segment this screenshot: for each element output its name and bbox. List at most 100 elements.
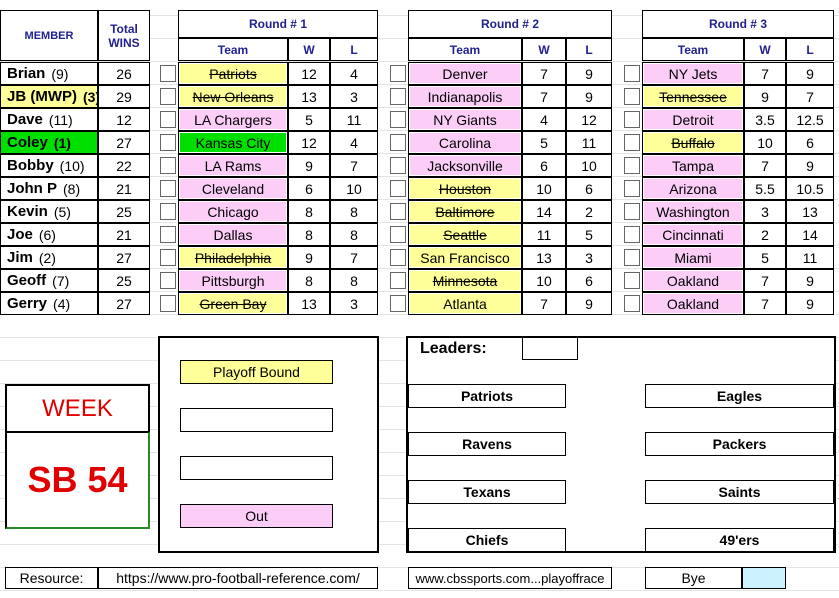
member-name: Brian: [7, 65, 46, 82]
checkbox: [390, 134, 406, 151]
checkbox: [160, 226, 176, 243]
checkbox: [160, 157, 176, 174]
wins: 9: [288, 154, 330, 177]
checkbox: [390, 226, 406, 243]
wins: 4: [522, 108, 566, 131]
checkbox: [390, 65, 406, 82]
member-cell: JB (MWP) (3): [0, 85, 100, 108]
resource-link: www.cbssports.com...playoffrace: [408, 567, 612, 589]
wins: 10: [744, 131, 786, 154]
losses: 4: [330, 131, 378, 154]
total-wins: 21: [98, 223, 150, 246]
checkbox: [624, 111, 640, 128]
losses: 13: [786, 200, 834, 223]
checkbox: [624, 134, 640, 151]
wins: 7: [744, 62, 786, 85]
losses: 3: [566, 246, 612, 269]
leader-team: Patriots: [408, 384, 566, 408]
member-seed: (8): [63, 180, 81, 197]
team-name: San Francisco: [410, 248, 520, 267]
team-name: NY Giants: [410, 110, 520, 129]
team-name: Cincinnati: [644, 225, 742, 244]
checkbox: [624, 295, 640, 312]
checkbox: [160, 272, 176, 289]
member-seed: (9): [51, 65, 69, 82]
w-header: W: [522, 38, 566, 61]
checkbox: [160, 295, 176, 312]
losses: 10: [566, 154, 612, 177]
checkbox: [390, 88, 406, 105]
leaders-blank: [522, 337, 578, 360]
team-name: Chicago: [180, 202, 286, 221]
member-cell: Brian (9): [0, 62, 98, 85]
wins: 5.5: [744, 177, 786, 200]
checkbox: [624, 272, 640, 289]
member-name: Jim: [7, 249, 33, 266]
team-name: Indianapolis: [410, 87, 520, 106]
losses: 7: [330, 246, 378, 269]
total-wins: 12: [98, 108, 150, 131]
member-cell: Gerry (4): [0, 292, 98, 315]
wins: 7: [744, 292, 786, 315]
wins: 9: [744, 85, 786, 108]
team-name: NY Jets: [644, 64, 742, 83]
checkbox: [624, 226, 640, 243]
team-name: Miami: [644, 248, 742, 267]
losses: 9: [566, 85, 612, 108]
member-name: JB (MWP): [7, 88, 77, 105]
team-name: Carolina: [410, 133, 520, 152]
checkbox: [624, 180, 640, 197]
member-cell: Coley (1): [0, 131, 98, 154]
member-name: Dave: [7, 111, 43, 128]
total-wins: 27: [98, 131, 150, 154]
member-header: MEMBER: [0, 10, 98, 61]
member-name: Gerry: [7, 295, 48, 312]
leader-team: 49'ers: [645, 528, 834, 552]
week-value: SB 54: [5, 431, 150, 529]
member-name: Joe: [7, 226, 33, 243]
losses: 10.5: [786, 177, 834, 200]
round-header: Round # 1: [178, 10, 378, 38]
total-wins: 25: [98, 200, 150, 223]
member-name: Geoff: [7, 272, 47, 289]
member-seed: (1): [53, 134, 71, 151]
wins: 5: [288, 108, 330, 131]
wins: 3: [744, 200, 786, 223]
leader-team: Eagles: [645, 384, 834, 408]
checkbox: [624, 249, 640, 266]
team-name: Dallas: [180, 225, 286, 244]
losses: 3: [330, 85, 378, 108]
member-name: Coley: [7, 134, 48, 151]
checkbox: [390, 157, 406, 174]
wins: 7: [744, 154, 786, 177]
wins: 10: [522, 177, 566, 200]
team-name: Washington: [644, 202, 742, 221]
losses: 10: [330, 177, 378, 200]
team-name: Houston: [410, 179, 520, 198]
checkbox: [160, 111, 176, 128]
wins: 9: [288, 246, 330, 269]
member-cell: John P (8): [0, 177, 98, 200]
wins: 8: [288, 223, 330, 246]
team-name: Denver: [410, 64, 520, 83]
member-cell: Bobby (10): [0, 154, 98, 177]
losses: 9: [566, 62, 612, 85]
checkbox: [390, 180, 406, 197]
member-seed: (7): [52, 272, 70, 289]
wins: 6: [288, 177, 330, 200]
total-header: Total WINS: [98, 10, 150, 61]
member-seed: (5): [53, 203, 71, 220]
losses: 9: [566, 292, 612, 315]
checkbox: [390, 111, 406, 128]
losses: 6: [566, 269, 612, 292]
wins: 12: [288, 62, 330, 85]
team-name: Tennessee: [644, 87, 742, 106]
losses: 11: [786, 246, 834, 269]
checkbox: [390, 272, 406, 289]
w-header: W: [288, 38, 330, 61]
checkbox: [624, 65, 640, 82]
checkbox: [160, 180, 176, 197]
losses: 9: [786, 154, 834, 177]
team-name: Atlanta: [410, 294, 520, 313]
leader-team: Chiefs: [408, 528, 566, 552]
